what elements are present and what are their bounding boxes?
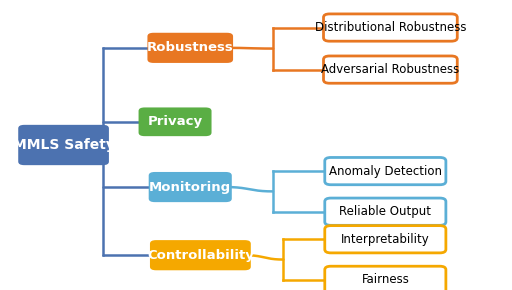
Text: Distributional Robustness: Distributional Robustness (315, 21, 466, 34)
FancyBboxPatch shape (18, 125, 109, 165)
Text: Anomaly Detection: Anomaly Detection (329, 165, 442, 177)
FancyBboxPatch shape (150, 240, 251, 270)
Text: Fairness: Fairness (361, 273, 409, 286)
FancyBboxPatch shape (324, 14, 457, 41)
Text: Monitoring: Monitoring (149, 181, 231, 193)
Text: MMLS Safety: MMLS Safety (13, 138, 115, 152)
FancyBboxPatch shape (139, 108, 211, 136)
FancyBboxPatch shape (325, 266, 446, 290)
FancyBboxPatch shape (147, 33, 233, 63)
FancyBboxPatch shape (325, 157, 446, 185)
Text: Adversarial Robustness: Adversarial Robustness (321, 63, 459, 76)
Text: Reliable Output: Reliable Output (339, 205, 431, 218)
FancyBboxPatch shape (324, 56, 457, 83)
Text: Controllability: Controllability (147, 249, 254, 262)
FancyBboxPatch shape (148, 172, 232, 202)
Text: Interpretability: Interpretability (341, 233, 430, 246)
FancyBboxPatch shape (325, 226, 446, 253)
Text: Robustness: Robustness (147, 41, 233, 54)
FancyBboxPatch shape (325, 198, 446, 225)
Text: Privacy: Privacy (147, 115, 203, 128)
